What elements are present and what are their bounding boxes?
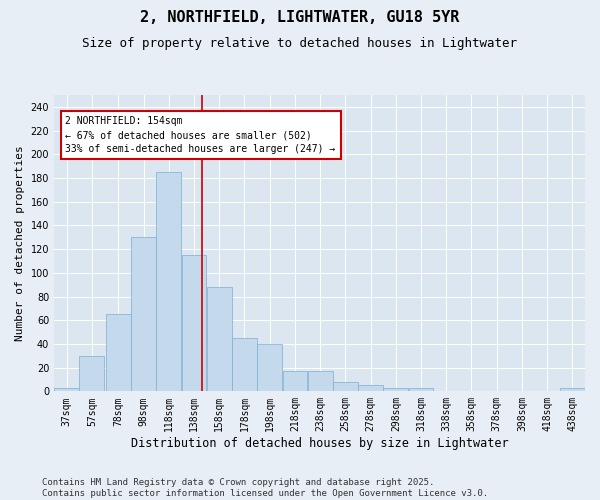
Text: 2 NORTHFIELD: 154sqm
← 67% of detached houses are smaller (502)
33% of semi-deta: 2 NORTHFIELD: 154sqm ← 67% of detached h… xyxy=(65,116,335,154)
Bar xyxy=(232,338,257,392)
Bar xyxy=(54,388,79,392)
Bar xyxy=(308,371,332,392)
Bar xyxy=(157,172,181,392)
X-axis label: Distribution of detached houses by size in Lightwater: Distribution of detached houses by size … xyxy=(131,437,508,450)
Bar xyxy=(333,382,358,392)
Text: 2, NORTHFIELD, LIGHTWATER, GU18 5YR: 2, NORTHFIELD, LIGHTWATER, GU18 5YR xyxy=(140,10,460,25)
Bar xyxy=(79,356,104,392)
Bar xyxy=(106,314,131,392)
Bar xyxy=(409,388,433,392)
Bar xyxy=(283,371,307,392)
Text: Contains HM Land Registry data © Crown copyright and database right 2025.
Contai: Contains HM Land Registry data © Crown c… xyxy=(42,478,488,498)
Y-axis label: Number of detached properties: Number of detached properties xyxy=(15,146,25,341)
Text: Size of property relative to detached houses in Lightwater: Size of property relative to detached ho… xyxy=(83,38,517,51)
Bar xyxy=(383,388,408,392)
Bar xyxy=(358,386,383,392)
Bar xyxy=(257,344,282,392)
Bar xyxy=(131,237,156,392)
Bar xyxy=(560,388,585,392)
Bar xyxy=(207,287,232,392)
Bar xyxy=(182,255,206,392)
